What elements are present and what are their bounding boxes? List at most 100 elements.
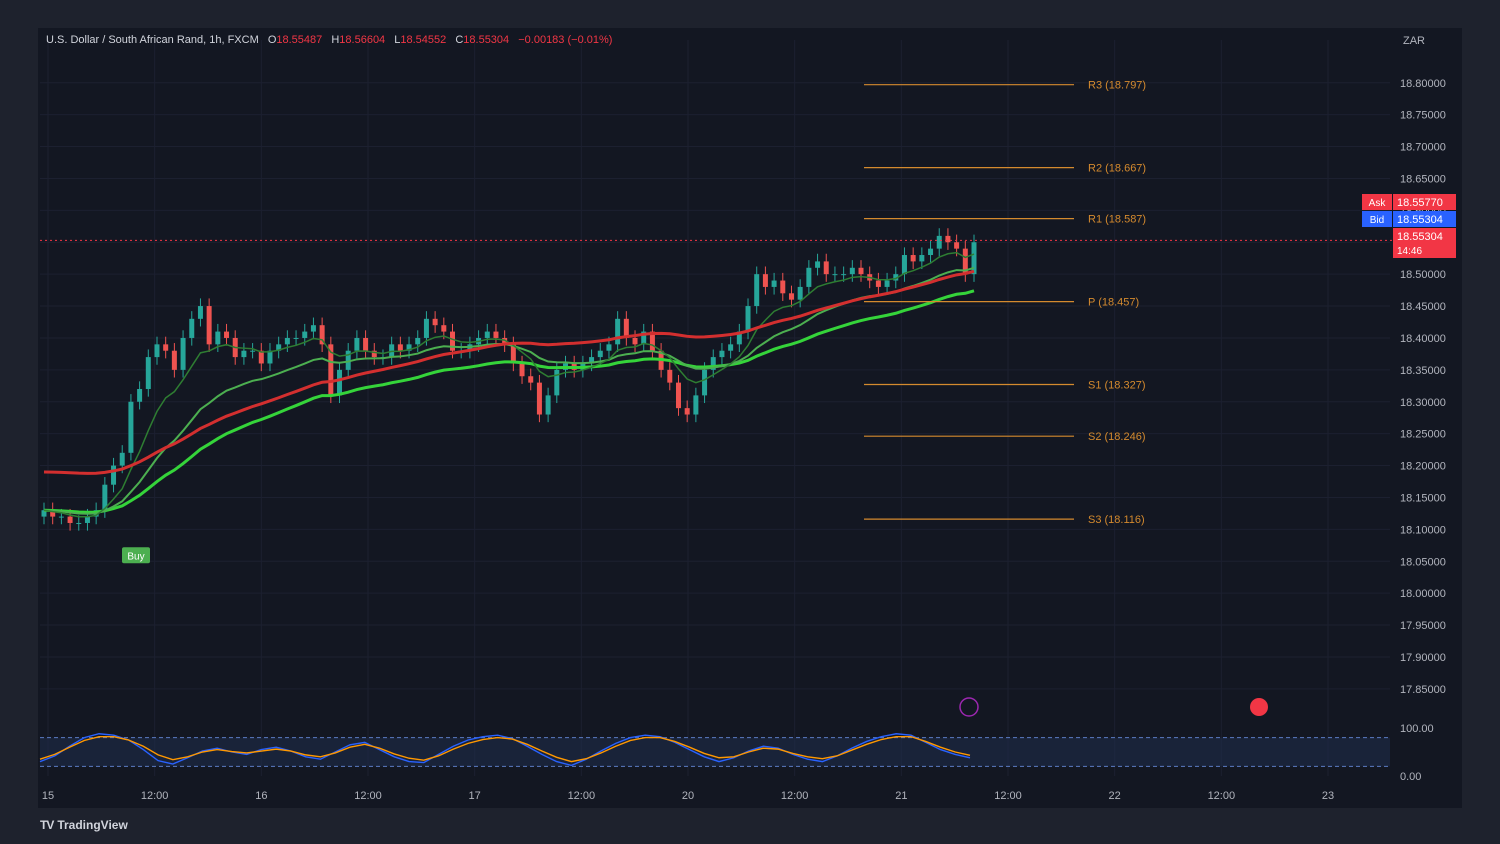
candle-body[interactable] (728, 344, 734, 351)
candle-body[interactable] (806, 267, 812, 287)
candle-body[interactable] (432, 318, 438, 326)
candle-body[interactable] (493, 331, 499, 338)
candle-body[interactable] (502, 337, 508, 345)
candle-body[interactable] (788, 293, 794, 300)
chart-svg[interactable]: 18.8000018.7500018.7000018.6500018.60000… (38, 28, 1462, 808)
us-flag-event-icon[interactable] (1250, 698, 1268, 716)
candle-body[interactable] (337, 369, 343, 396)
candle-body[interactable] (771, 280, 777, 287)
candle-body[interactable] (954, 242, 960, 249)
candle-body[interactable] (111, 465, 117, 485)
symbol-title[interactable]: U.S. Dollar / South African Rand, 1h, FX… (46, 34, 259, 46)
candle-body[interactable] (137, 389, 143, 402)
candle-body[interactable] (189, 318, 195, 338)
candle-body[interactable] (589, 357, 595, 364)
candle-body[interactable] (832, 274, 838, 276)
candle-body[interactable] (302, 331, 308, 338)
candle-body[interactable] (719, 350, 725, 358)
candle-body[interactable] (510, 344, 516, 364)
candle-body[interactable] (363, 337, 369, 351)
candle-body[interactable] (615, 318, 621, 345)
candle-body[interactable] (293, 337, 299, 339)
candle-body[interactable] (606, 344, 612, 351)
candle-body[interactable] (649, 331, 655, 351)
candle-body[interactable] (58, 516, 64, 518)
candle-body[interactable] (745, 306, 751, 332)
candle-body[interactable] (371, 350, 377, 358)
candle-body[interactable] (945, 235, 951, 243)
candle-body[interactable] (319, 325, 325, 345)
candle-body[interactable] (780, 280, 786, 294)
candle-body[interactable] (623, 318, 629, 338)
candle-body[interactable] (406, 344, 412, 351)
candle-body[interactable] (415, 337, 421, 345)
candle-body[interactable] (815, 261, 821, 268)
candle-body[interactable] (354, 337, 360, 351)
candle-body[interactable] (171, 350, 177, 370)
candle-body[interactable] (858, 267, 864, 275)
candle-body[interactable] (971, 242, 977, 275)
candle-body[interactable] (702, 369, 708, 396)
candle-body[interactable] (910, 255, 916, 262)
candle-body[interactable] (597, 350, 603, 358)
candle-body[interactable] (119, 452, 125, 466)
candle-body[interactable] (528, 376, 534, 383)
candle-body[interactable] (41, 510, 47, 517)
candle-body[interactable] (545, 395, 551, 415)
candle-body[interactable] (397, 344, 403, 351)
candle-body[interactable] (224, 331, 230, 338)
candle-body[interactable] (163, 344, 169, 351)
candle-body[interactable] (632, 337, 638, 345)
candle-body[interactable] (423, 318, 429, 338)
candle-body[interactable] (328, 344, 334, 396)
tradingview-brand[interactable]: TV TradingView (40, 818, 128, 832)
lightning-event-icon[interactable] (959, 697, 979, 717)
buy-marker[interactable] (122, 547, 150, 564)
candle-body[interactable] (284, 337, 290, 345)
candle-body[interactable] (519, 363, 525, 377)
candle-body[interactable] (180, 337, 186, 370)
candle-body[interactable] (928, 248, 934, 256)
candle-body[interactable] (875, 280, 881, 287)
candle-body[interactable] (841, 274, 847, 276)
candle-body[interactable] (67, 516, 73, 523)
candle-body[interactable] (554, 369, 560, 396)
candle-body[interactable] (197, 306, 203, 319)
candle-body[interactable] (641, 331, 647, 345)
candle-body[interactable] (145, 357, 151, 389)
candle-body[interactable] (128, 401, 134, 453)
candle-body[interactable] (267, 350, 273, 364)
candle-body[interactable] (684, 408, 690, 415)
candle-body[interactable] (754, 274, 760, 307)
candle-body[interactable] (667, 369, 673, 383)
candle-body[interactable] (675, 382, 681, 409)
candle-body[interactable] (901, 255, 907, 275)
candle-body[interactable] (241, 350, 247, 358)
candle-body[interactable] (893, 274, 899, 281)
candle-body[interactable] (84, 516, 90, 523)
candle-body[interactable] (536, 382, 542, 415)
candle-body[interactable] (215, 331, 221, 345)
candle-body[interactable] (710, 357, 716, 370)
candle-body[interactable] (250, 350, 256, 352)
candle-body[interactable] (693, 395, 699, 415)
candle-body[interactable] (441, 325, 447, 332)
candle-body[interactable] (823, 261, 829, 275)
candle-body[interactable] (206, 306, 212, 345)
candle-body[interactable] (310, 325, 316, 332)
candle-body[interactable] (102, 484, 108, 511)
candle-body[interactable] (154, 344, 160, 358)
candle-body[interactable] (484, 331, 490, 338)
candle-body[interactable] (345, 350, 351, 370)
candle-body[interactable] (276, 344, 282, 351)
candle-body[interactable] (762, 274, 768, 287)
candle-body[interactable] (50, 510, 56, 517)
candle-body[interactable] (258, 350, 264, 364)
candle-body[interactable] (76, 522, 82, 524)
candle-body[interactable] (849, 267, 855, 275)
candle-body[interactable] (884, 280, 890, 287)
candle-body[interactable] (962, 248, 968, 275)
candle-body[interactable] (736, 331, 742, 345)
candle-body[interactable] (919, 255, 925, 262)
candle-body[interactable] (797, 286, 803, 300)
